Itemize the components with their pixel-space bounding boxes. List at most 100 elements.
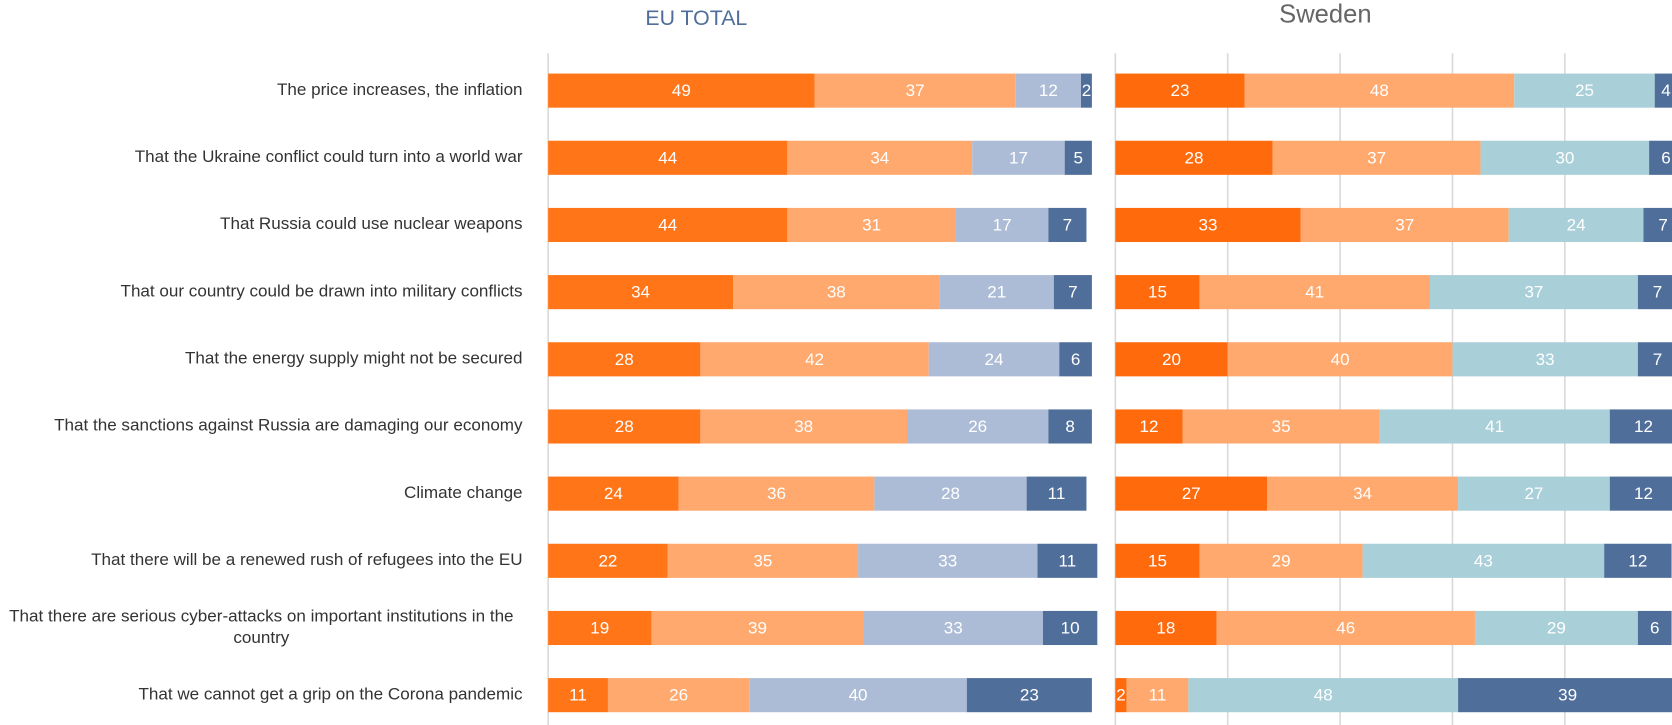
data-label: 19 xyxy=(590,619,609,638)
bar-segment xyxy=(1362,543,1605,578)
category-label-row: That the sanctions against Russia are da… xyxy=(0,397,522,457)
category-label-row: The price increases, the inflation xyxy=(0,61,523,121)
data-label: 26 xyxy=(968,417,987,436)
bar-segment xyxy=(1199,275,1430,310)
category-label: That there will be a renewed rush of ref… xyxy=(91,551,523,570)
bar-segment xyxy=(700,409,908,444)
category-label: That the sanctions against Russia are da… xyxy=(54,416,523,435)
data-label: 4 xyxy=(1661,81,1670,100)
bar-segment xyxy=(548,476,679,511)
data-label: 27 xyxy=(1524,484,1543,503)
bar-segment xyxy=(1115,73,1245,108)
bar-segment xyxy=(548,275,734,310)
data-label: 35 xyxy=(1272,417,1291,436)
data-label: 42 xyxy=(805,350,824,369)
bar-segment xyxy=(1227,342,1453,377)
category-label: That the Ukraine conflict could turn int… xyxy=(134,148,523,167)
bar-segment xyxy=(1272,140,1481,175)
data-label: 29 xyxy=(1272,551,1291,570)
category-label-row: Climate change xyxy=(0,464,523,524)
bar-segment xyxy=(1458,678,1672,713)
category-label-row: That Russia could use nuclear weapons xyxy=(0,195,522,255)
data-label: 49 xyxy=(672,81,691,100)
data-label: 12 xyxy=(1634,417,1653,436)
bar-segment xyxy=(1048,409,1092,444)
bar-segment xyxy=(1267,476,1459,511)
bar-segment xyxy=(863,610,1043,646)
data-label: 12 xyxy=(1140,417,1159,436)
bar-segment xyxy=(972,140,1065,175)
bar-segment xyxy=(928,342,1060,377)
data-label: 20 xyxy=(1162,350,1181,369)
data-label: 28 xyxy=(1185,148,1204,167)
category-label-box: That the sanctions against Russia are da… xyxy=(0,397,522,457)
bar-segment xyxy=(548,207,788,243)
chart-title: Sweden xyxy=(1279,1,1371,29)
data-label: 25 xyxy=(1575,81,1594,100)
data-label: 23 xyxy=(1170,81,1189,100)
data-label: 11 xyxy=(1059,551,1077,570)
data-label: 33 xyxy=(1199,216,1218,235)
data-label: 12 xyxy=(1634,484,1653,503)
data-label: 8 xyxy=(1065,417,1074,436)
data-label: 24 xyxy=(985,350,1004,369)
data-label: 11 xyxy=(1048,484,1066,503)
category-label: That there are serious cyber-attacks on … xyxy=(9,607,514,648)
bar-segment xyxy=(907,409,1049,444)
data-label: 11 xyxy=(569,686,587,705)
data-label: 28 xyxy=(615,350,634,369)
data-label: 6 xyxy=(1650,619,1659,638)
bar-segment xyxy=(1115,140,1273,175)
bar-segment xyxy=(1244,73,1515,108)
bar-segment xyxy=(787,207,956,243)
category-label-box: That the Ukraine conflict could turn int… xyxy=(134,148,523,167)
data-label: 44 xyxy=(658,216,677,235)
bar-segment xyxy=(966,678,1092,713)
category-label-row: That we cannot get a grip on the Corona … xyxy=(0,665,522,725)
data-label: 33 xyxy=(938,551,957,570)
bar-segment xyxy=(1643,207,1672,243)
data-label: 40 xyxy=(849,686,868,705)
data-label: 15 xyxy=(1148,551,1167,570)
data-label: 17 xyxy=(1009,148,1028,167)
bar-segment xyxy=(700,342,929,377)
data-label: 37 xyxy=(1395,216,1414,235)
data-label: 37 xyxy=(1367,148,1386,167)
data-label: 40 xyxy=(1331,350,1350,369)
data-label: 7 xyxy=(1653,283,1662,302)
bar-segment xyxy=(548,140,788,175)
data-label: 21 xyxy=(987,283,1006,302)
category-label-row: That our country could be drawn into mil… xyxy=(0,262,523,322)
data-label: 2 xyxy=(1082,81,1091,100)
bar-segment xyxy=(548,678,608,713)
data-label: 46 xyxy=(1336,619,1355,638)
data-label: 30 xyxy=(1555,148,1574,167)
bar-segment xyxy=(1480,140,1650,175)
bar-segment xyxy=(1115,207,1301,243)
category-label-box: That the energy supply might not be secu… xyxy=(185,350,523,368)
category-label-box: Climate change xyxy=(0,464,523,524)
data-label: 38 xyxy=(794,417,813,436)
bar-segment xyxy=(1637,610,1672,646)
data-label: 2 xyxy=(1116,686,1125,705)
bar-segment xyxy=(1452,342,1638,377)
bar-segment xyxy=(1026,476,1087,511)
data-label: 24 xyxy=(604,484,623,503)
bar-segment xyxy=(548,543,668,578)
data-label: 18 xyxy=(1156,619,1175,638)
category-label-row: That there are serious cyber-attacks on … xyxy=(0,598,522,658)
bar-segment xyxy=(1064,140,1092,175)
bar-segment xyxy=(814,73,1016,108)
data-label: 31 xyxy=(862,216,881,235)
data-label: 22 xyxy=(598,551,617,570)
bar-segment xyxy=(1609,476,1672,511)
bar-segment xyxy=(548,73,815,108)
bar-segment xyxy=(1115,342,1228,377)
bar-segment xyxy=(607,678,750,713)
data-label: 6 xyxy=(1071,350,1080,369)
data-label: 41 xyxy=(1485,417,1504,436)
data-label: 7 xyxy=(1068,283,1077,302)
category-label-box: That Russia could use nuclear weapons xyxy=(0,195,522,255)
data-label: 28 xyxy=(615,417,634,436)
bar-segment xyxy=(1604,543,1672,578)
